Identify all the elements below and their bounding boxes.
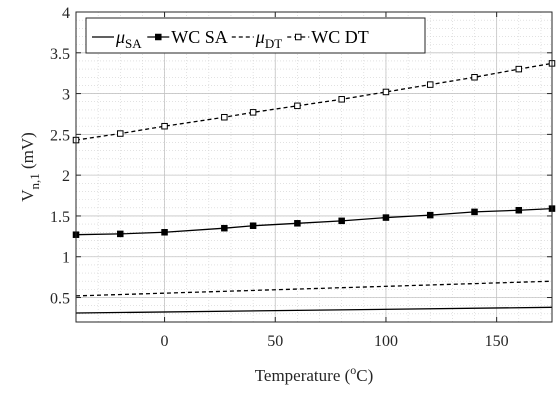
data-point xyxy=(515,206,523,214)
y-tick-label: 1.5 xyxy=(50,209,70,226)
legend-label: μDT xyxy=(255,27,282,51)
data-point xyxy=(294,102,301,110)
legend-label-sub: SA xyxy=(125,36,142,51)
legend-label-main: WC DT xyxy=(311,27,369,47)
x-tick-label: 100 xyxy=(374,333,398,350)
legend-marker xyxy=(155,33,162,41)
series-line xyxy=(75,280,553,297)
data-point xyxy=(249,222,257,229)
legend: μSA WC SA μDT WC DT xyxy=(85,17,426,54)
y-axis-label-base: V xyxy=(18,189,37,202)
data-point xyxy=(161,229,168,236)
data-point xyxy=(338,96,345,103)
y-axis-label-tail: (mV) xyxy=(18,132,37,173)
y-tick-label: 0.5 xyxy=(50,291,70,308)
plot-frame xyxy=(75,11,553,323)
y-axis-label: Vn,1 (mV) xyxy=(18,132,42,202)
legend-label: WC SA xyxy=(171,27,228,47)
grid-lines xyxy=(75,11,552,323)
legend-label-main: μ xyxy=(115,27,125,47)
series-3 xyxy=(72,60,556,144)
legend-label-main: μ xyxy=(255,27,265,47)
series-line xyxy=(75,62,553,141)
y-tick-label: 2 xyxy=(62,168,70,185)
y-tick-label: 1 xyxy=(62,250,70,267)
data-point xyxy=(382,88,390,96)
legend-box xyxy=(85,17,426,54)
tick-marks xyxy=(76,11,552,322)
series-0 xyxy=(75,306,553,314)
data-point xyxy=(161,122,168,130)
legend-label-main: WC SA xyxy=(171,27,228,47)
data-point xyxy=(249,109,257,116)
legend-marker xyxy=(294,33,302,41)
legend-item: μSA xyxy=(92,27,142,51)
data-point xyxy=(426,211,434,219)
data-point xyxy=(221,113,228,121)
y-tick-label: 2.5 xyxy=(50,127,70,144)
series-line xyxy=(75,306,553,314)
legend-label: WC DT xyxy=(311,27,369,47)
data-point xyxy=(294,220,301,227)
x-tick-label: 150 xyxy=(485,333,509,350)
y-axis-label-sub: n,1 xyxy=(27,173,42,189)
x-axis-label: Temperature (oC) xyxy=(255,363,374,385)
y-tick-label: 3.5 xyxy=(50,46,70,63)
data-point xyxy=(117,130,124,137)
x-axis-label-base: Temperature ( xyxy=(255,366,351,385)
series-layer xyxy=(72,60,556,314)
data-point xyxy=(382,214,390,221)
data-point xyxy=(221,224,228,232)
x-axis-label-tail: C) xyxy=(356,366,373,385)
x-axis-label-sup: o xyxy=(350,363,356,377)
data-point xyxy=(471,74,478,81)
legend-item: WC DT xyxy=(287,27,369,47)
data-point xyxy=(515,65,523,73)
series-line xyxy=(75,207,553,236)
legend-item: WC SA xyxy=(147,27,228,47)
legend-item: μDT xyxy=(231,27,282,51)
y-tick-label: 4 xyxy=(62,5,70,22)
data-point xyxy=(117,230,124,238)
data-point xyxy=(426,81,434,88)
x-tick-label: 50 xyxy=(267,333,283,350)
x-tick-label: 0 xyxy=(161,333,169,350)
data-point xyxy=(471,208,478,216)
legend-label: μSA xyxy=(115,27,142,51)
y-tick-label: 3 xyxy=(62,87,70,104)
legend-label-sub: DT xyxy=(265,36,282,51)
tick-labels: 0 50 100 150 0.5 1 1.5 2 2.5 3 3.5 4 xyxy=(50,5,509,350)
data-point xyxy=(338,217,345,225)
series-1 xyxy=(72,205,556,238)
series-2 xyxy=(75,280,553,297)
